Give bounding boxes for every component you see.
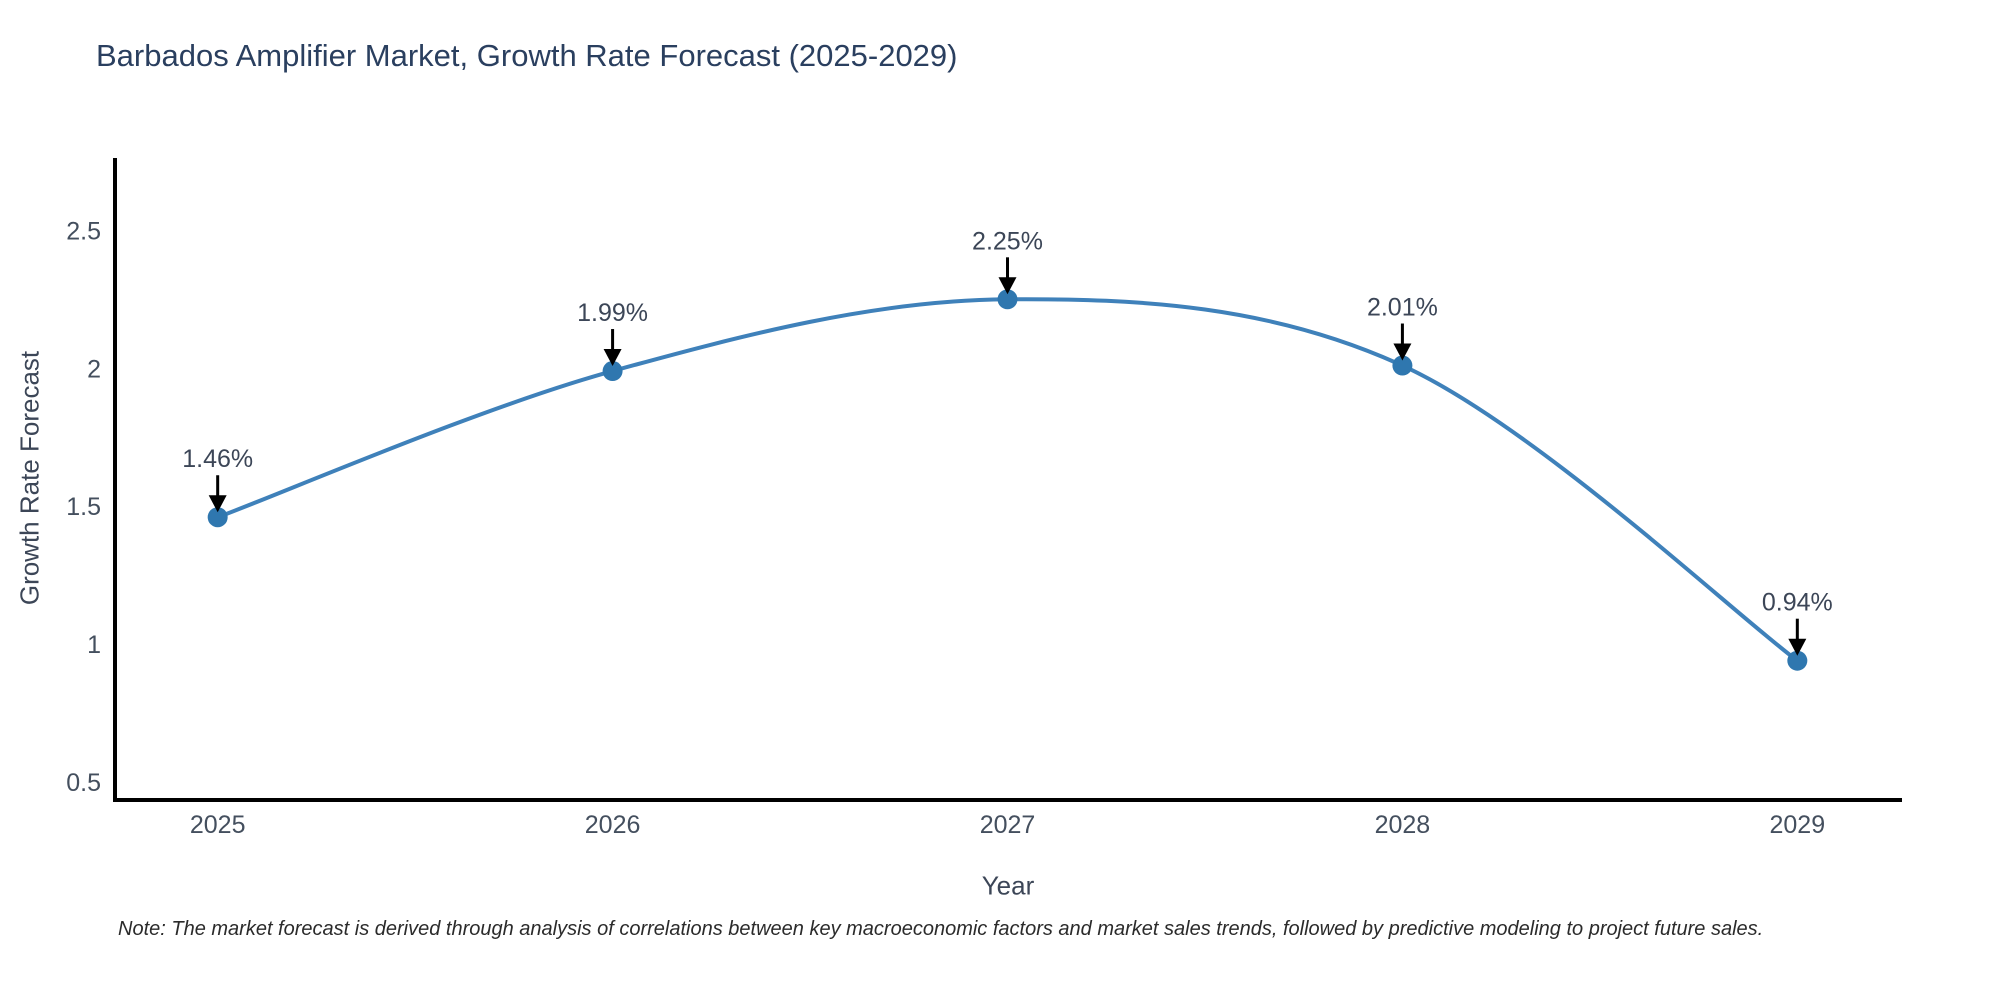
annotation-label: 2.25% <box>972 227 1043 255</box>
annotation-label: 1.99% <box>577 299 648 327</box>
annotation-arrow-head <box>1393 343 1412 361</box>
data-point-marker[interactable] <box>1392 355 1413 376</box>
footnote: Note: The market forecast is derived thr… <box>118 918 1764 940</box>
x-axis-title: Year <box>981 870 1035 901</box>
annotation-label: 2.01% <box>1367 294 1438 322</box>
annotation-arrow-head <box>1788 638 1807 656</box>
annotation-arrow-head <box>998 277 1017 295</box>
y-tick-label: 2.5 <box>66 217 101 245</box>
x-tick-label: 2026 <box>585 811 641 839</box>
data-point-marker[interactable] <box>602 361 623 382</box>
x-tick-label: 2029 <box>1770 811 1826 839</box>
x-tick-label: 2027 <box>980 811 1036 839</box>
annotation-arrow-head <box>603 349 622 367</box>
x-tick-label: 2028 <box>1375 811 1431 839</box>
chart-title: Barbados Amplifier Market, Growth Rate F… <box>96 38 958 73</box>
annotation-label: 1.46% <box>182 445 253 473</box>
annotation-arrow-head <box>208 495 227 513</box>
data-point-marker[interactable] <box>207 507 228 528</box>
x-tick-label: 2025 <box>190 811 246 839</box>
data-point-marker[interactable] <box>1787 650 1808 671</box>
plot-area[interactable] <box>115 160 1900 800</box>
y-tick-label: 1.5 <box>66 493 101 521</box>
data-point-marker[interactable] <box>997 289 1018 310</box>
annotation-label: 0.94% <box>1762 589 1833 617</box>
y-tick-label: 2 <box>87 355 101 383</box>
y-tick-label: 0.5 <box>66 769 101 797</box>
y-tick-label: 1 <box>87 631 101 659</box>
axis-lines <box>113 158 1902 802</box>
